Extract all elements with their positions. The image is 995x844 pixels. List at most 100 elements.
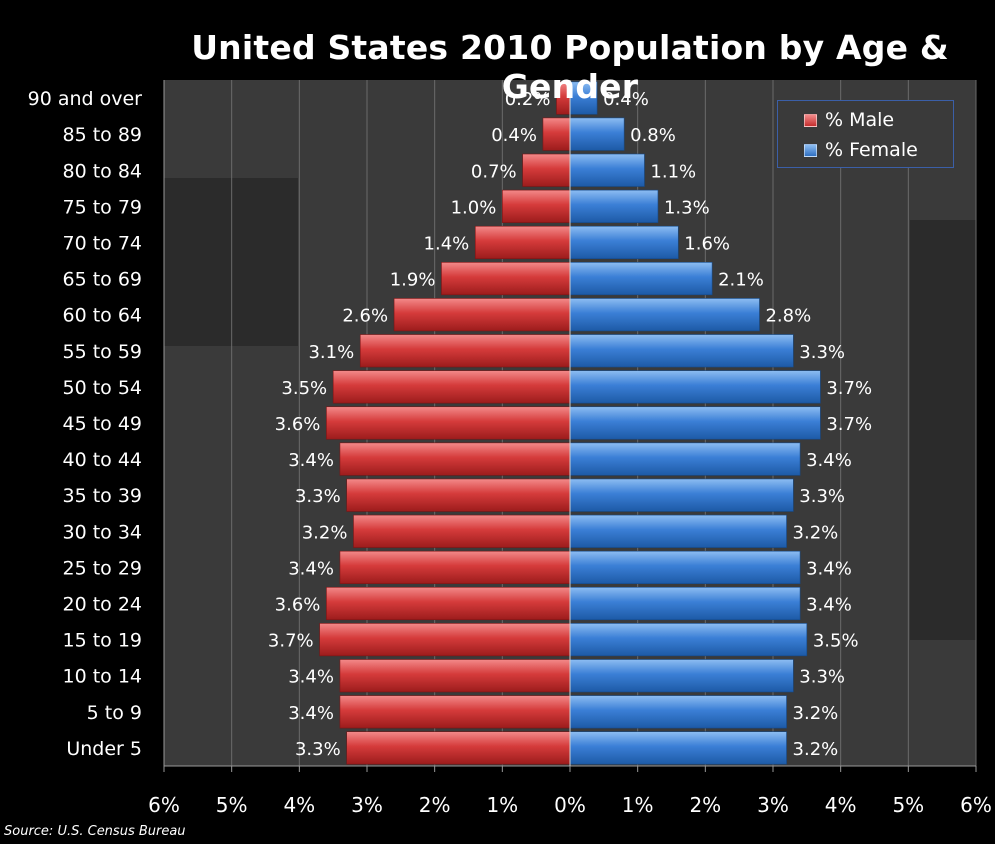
data-label-female: 3.7% bbox=[826, 378, 872, 399]
data-label-female: 3.3% bbox=[799, 342, 845, 363]
plot-shadow-right bbox=[910, 220, 976, 640]
category-label: 55 to 59 bbox=[62, 341, 142, 363]
bar-female bbox=[569, 586, 801, 621]
bar-female bbox=[569, 406, 821, 440]
source-note: Source: U.S. Census Bureau bbox=[4, 824, 186, 839]
bar-female bbox=[569, 478, 794, 512]
data-label-male: 0.7% bbox=[471, 161, 517, 182]
data-label-female: 3.4% bbox=[806, 558, 852, 579]
bar-male bbox=[353, 514, 571, 548]
chart-title: United States 2010 Population by Age & G… bbox=[191, 28, 949, 106]
data-label-female: 3.4% bbox=[806, 450, 852, 471]
x-tick-label: 0% bbox=[554, 793, 586, 817]
x-tick-label: 2% bbox=[689, 793, 721, 817]
x-tick-label: 1% bbox=[486, 793, 518, 817]
x-tick-label: 6% bbox=[148, 793, 180, 817]
bar-male bbox=[359, 334, 571, 368]
category-label: 45 to 49 bbox=[62, 413, 142, 435]
data-label-male: 0.2% bbox=[505, 89, 551, 110]
data-label-female: 1.6% bbox=[684, 233, 730, 254]
data-label-male: 1.0% bbox=[451, 197, 497, 218]
bar-female bbox=[569, 81, 598, 115]
data-labels: 0.2% 0.4% 0.4% 0.8% 0.7% 1.1% 1.0% 1.3% 1.4% 1.6%… bbox=[268, 89, 872, 760]
bar-female bbox=[569, 731, 787, 765]
data-label-female: 2.1% bbox=[718, 270, 764, 291]
bar-female bbox=[569, 334, 794, 368]
bar-female bbox=[569, 550, 801, 584]
x-tick-label: 3% bbox=[351, 793, 383, 817]
legend-item-male: % Male bbox=[804, 109, 894, 131]
category-label: 90 and over bbox=[28, 88, 143, 110]
x-tick-label: 6% bbox=[960, 793, 992, 817]
data-label-male: 3.7% bbox=[268, 631, 314, 652]
data-label-male: 3.3% bbox=[295, 739, 341, 760]
bar-male bbox=[441, 262, 571, 296]
bar-male bbox=[319, 623, 571, 657]
data-label-male: 3.2% bbox=[302, 522, 348, 543]
data-label-male: 3.4% bbox=[288, 667, 334, 688]
data-label-male: 3.6% bbox=[275, 414, 321, 435]
data-label-male: 3.1% bbox=[308, 342, 354, 363]
x-tick-label: 3% bbox=[757, 793, 789, 817]
x-tick-label: 2% bbox=[419, 793, 451, 817]
bar-female bbox=[569, 442, 801, 476]
plot-shadow-left bbox=[164, 178, 298, 346]
data-label-female: 3.2% bbox=[793, 703, 839, 724]
category-label: 40 to 44 bbox=[62, 449, 142, 471]
data-label-female: 3.3% bbox=[799, 486, 845, 507]
data-label-male: 3.4% bbox=[288, 558, 334, 579]
category-labels: 90 and over 85 to 89 80 to 84 75 to 79 70 to… bbox=[28, 88, 143, 760]
x-tick-label: 1% bbox=[622, 793, 654, 817]
category-label: 50 to 54 bbox=[62, 377, 142, 399]
bar-male bbox=[346, 731, 571, 765]
bar-male bbox=[522, 153, 571, 187]
legend-swatch-male bbox=[804, 113, 817, 127]
bar-female bbox=[569, 695, 787, 729]
bar-female bbox=[569, 262, 713, 296]
category-label: 25 to 29 bbox=[62, 557, 142, 579]
bar-male bbox=[339, 695, 571, 729]
data-label-female: 3.4% bbox=[806, 595, 852, 616]
x-tick-label: 5% bbox=[892, 793, 924, 817]
bar-male bbox=[326, 586, 571, 621]
data-label-male: 1.9% bbox=[390, 270, 436, 291]
legend-label-female: % Female bbox=[825, 139, 918, 161]
data-label-female: 3.7% bbox=[826, 414, 872, 435]
data-label-female: 2.8% bbox=[765, 306, 811, 327]
data-label-male: 0.4% bbox=[491, 125, 537, 146]
bar-female bbox=[569, 189, 659, 223]
bars bbox=[319, 80, 821, 766]
bar-female bbox=[569, 659, 794, 693]
data-label-male: 3.3% bbox=[295, 486, 341, 507]
bar-male bbox=[393, 298, 571, 332]
data-label-male: 3.5% bbox=[281, 378, 327, 399]
bar-male bbox=[332, 370, 571, 404]
bar-male bbox=[502, 189, 571, 223]
category-label: Under 5 bbox=[66, 738, 142, 760]
category-label: 15 to 19 bbox=[62, 630, 142, 652]
bar-male bbox=[339, 550, 571, 584]
data-label-female: 3.2% bbox=[793, 522, 839, 543]
data-label-female: 0.8% bbox=[630, 125, 676, 146]
bar-female bbox=[569, 117, 625, 151]
bar-male bbox=[339, 659, 571, 693]
category-label: 65 to 69 bbox=[62, 269, 142, 291]
legend-label-male: % Male bbox=[825, 109, 895, 131]
x-tick-label: 5% bbox=[216, 793, 248, 817]
legend: % Male % Female bbox=[777, 100, 954, 168]
data-label-female: 1.3% bbox=[664, 197, 710, 218]
category-label: 75 to 79 bbox=[62, 196, 142, 218]
bar-female bbox=[569, 623, 808, 657]
category-label: 85 to 89 bbox=[62, 124, 142, 146]
bar-male bbox=[346, 478, 571, 512]
category-label: 10 to 14 bbox=[62, 666, 142, 688]
data-label-female: 1.1% bbox=[650, 161, 696, 182]
bar-female bbox=[569, 298, 760, 332]
category-label: 70 to 74 bbox=[62, 232, 142, 254]
data-label-female: 3.3% bbox=[799, 667, 845, 688]
category-label: 20 to 24 bbox=[62, 594, 142, 616]
data-label-female: 3.5% bbox=[813, 631, 859, 652]
data-label-male: 3.6% bbox=[275, 595, 321, 616]
